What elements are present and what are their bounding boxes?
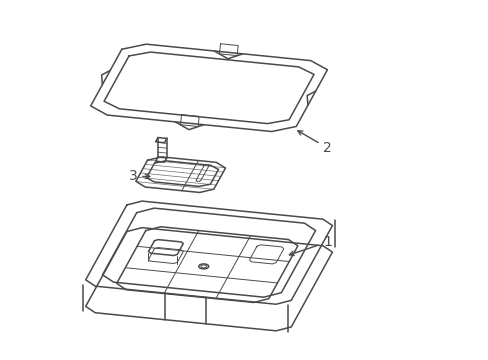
Text: 2: 2 bbox=[297, 131, 331, 155]
Text: 3: 3 bbox=[128, 170, 149, 184]
Text: 1: 1 bbox=[289, 235, 331, 256]
